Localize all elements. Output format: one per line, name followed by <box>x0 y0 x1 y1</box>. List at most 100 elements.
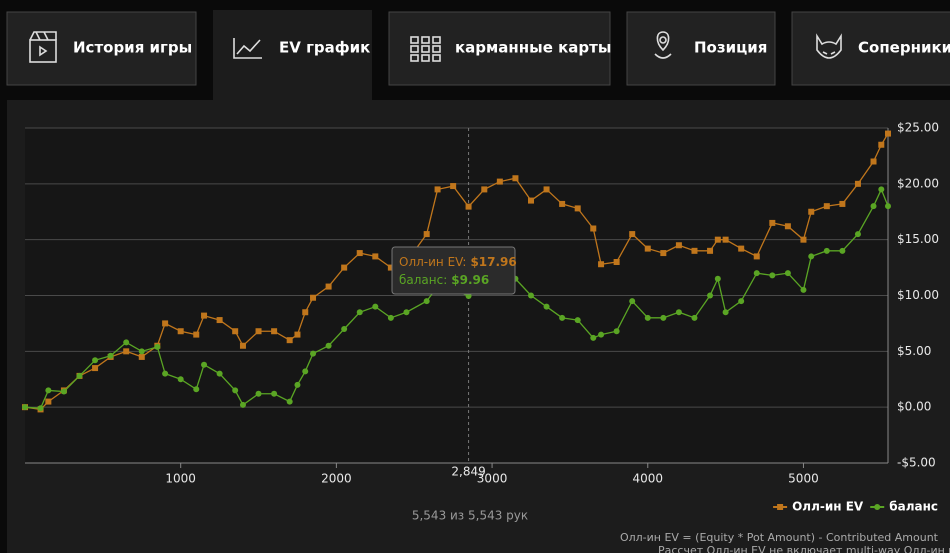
point <box>403 309 410 316</box>
point <box>644 314 651 321</box>
hands-count: 5,543 из 5,543 рук <box>412 509 528 523</box>
point <box>45 387 52 394</box>
point <box>372 253 379 260</box>
point <box>574 317 581 324</box>
point <box>423 298 430 305</box>
point <box>808 253 815 260</box>
tab-label[interactable]: карманные карты <box>455 39 611 57</box>
point <box>574 205 581 212</box>
point <box>341 264 348 271</box>
point <box>92 357 99 364</box>
point <box>714 275 721 282</box>
point <box>216 370 223 377</box>
point <box>784 270 791 277</box>
y-tick-label: -$5.00 <box>897 456 936 470</box>
tab-label[interactable]: История игры <box>73 39 192 57</box>
point <box>613 328 620 335</box>
point <box>629 231 636 238</box>
point <box>512 175 519 182</box>
x-tick-label: 2000 <box>321 472 352 486</box>
point <box>885 203 891 210</box>
point <box>675 309 682 316</box>
point <box>559 314 566 321</box>
point <box>271 328 278 335</box>
point <box>107 352 114 359</box>
point <box>387 264 394 271</box>
legend-label: Олл-ин EV <box>792 500 864 514</box>
point <box>450 183 457 190</box>
point <box>325 283 332 290</box>
point <box>870 158 877 165</box>
tab-label[interactable]: EV график <box>279 39 370 57</box>
point <box>341 326 348 332</box>
point <box>286 337 293 344</box>
x-tick-label: 5000 <box>788 472 819 486</box>
point <box>691 247 698 254</box>
point <box>800 236 807 243</box>
point <box>232 328 239 335</box>
point <box>177 376 184 383</box>
point <box>302 368 309 375</box>
legend-marker <box>874 504 881 510</box>
point <box>870 203 877 210</box>
x-tick-label: 3000 <box>477 472 508 486</box>
point <box>714 236 721 243</box>
point <box>123 348 130 355</box>
tab-label[interactable]: Соперники <box>858 39 950 57</box>
x-tick-label: 1000 <box>165 472 196 486</box>
point <box>629 298 636 305</box>
point <box>707 247 714 254</box>
point <box>527 197 534 204</box>
point <box>590 225 597 232</box>
point <box>22 404 28 411</box>
point <box>310 294 317 301</box>
tab[interactable] <box>388 11 611 86</box>
point <box>644 245 651 252</box>
point <box>387 314 394 321</box>
point <box>193 386 200 393</box>
point <box>302 309 309 316</box>
point <box>216 317 223 324</box>
tooltip-row: Олл-ин EV: $17.96 <box>399 255 517 269</box>
tab-active[interactable] <box>213 10 372 102</box>
point <box>878 141 885 148</box>
point <box>660 314 667 321</box>
point <box>60 388 67 395</box>
point <box>201 361 208 368</box>
point <box>613 259 620 265</box>
point <box>154 343 161 350</box>
point <box>769 219 776 226</box>
point <box>177 328 184 335</box>
tab[interactable] <box>626 11 776 86</box>
y-tick-label: $20.00 <box>897 176 939 190</box>
point <box>722 236 729 243</box>
point <box>193 331 200 338</box>
point <box>823 203 830 210</box>
point <box>138 348 145 355</box>
point <box>675 242 682 249</box>
point <box>753 253 760 260</box>
point <box>559 200 566 207</box>
point <box>691 314 698 321</box>
tab[interactable] <box>791 11 950 86</box>
point <box>598 261 605 268</box>
point <box>294 381 301 388</box>
point <box>527 292 534 299</box>
tab[interactable] <box>6 11 197 86</box>
point <box>239 401 246 408</box>
point <box>738 298 745 305</box>
point <box>138 353 145 360</box>
tab-label[interactable]: Позиция <box>694 39 767 57</box>
point <box>722 309 729 316</box>
point <box>543 186 550 193</box>
tooltip-row: баланс: $9.96 <box>399 273 489 287</box>
tooltip-value: $9.96 <box>451 273 489 287</box>
point <box>784 223 791 230</box>
point <box>162 370 169 377</box>
point <box>271 390 278 397</box>
point <box>660 250 667 257</box>
tooltip-value: $17.96 <box>470 255 516 269</box>
point <box>92 365 99 372</box>
legend-marker <box>777 504 784 510</box>
point <box>753 270 760 277</box>
